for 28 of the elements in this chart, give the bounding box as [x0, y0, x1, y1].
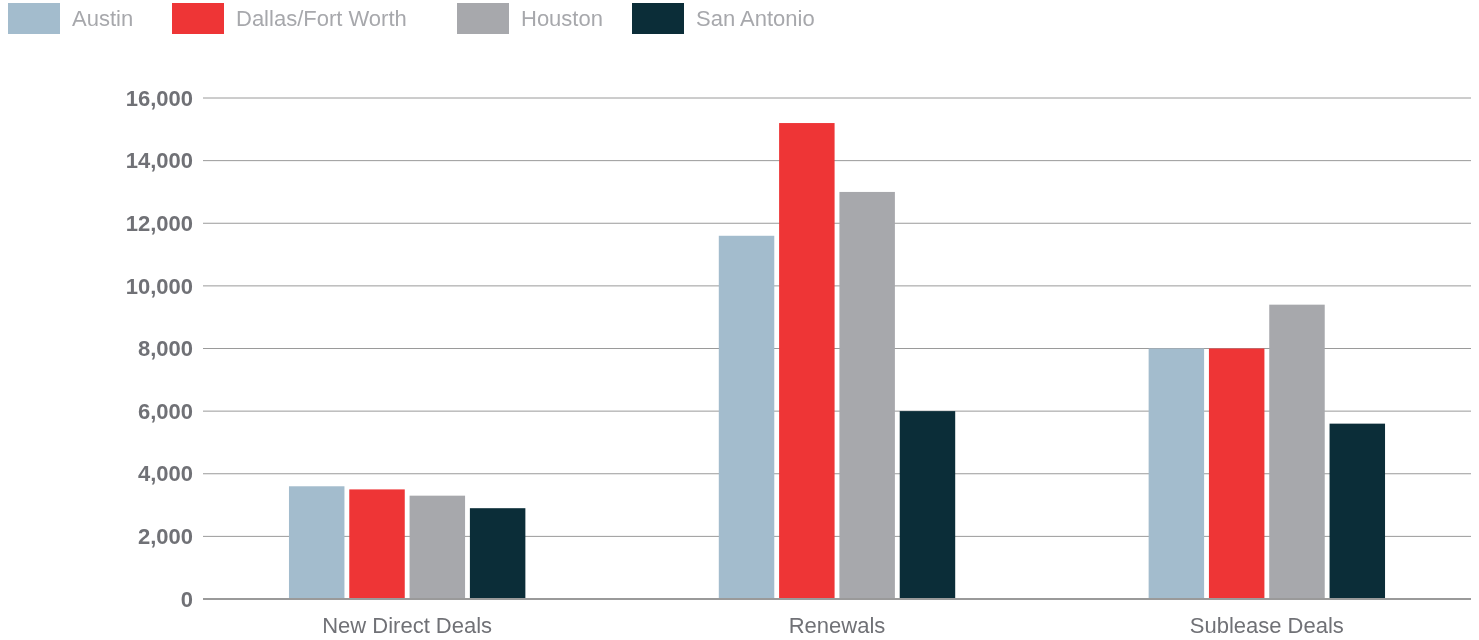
x-tick-label: Renewals: [788, 613, 886, 638]
bar: [1269, 304, 1325, 599]
x-tick-label: Sublease Deals: [1189, 613, 1344, 638]
y-tick-label: 0: [180, 586, 193, 612]
y-tick-label: 10,000: [125, 273, 193, 299]
bar: [1148, 348, 1205, 599]
legend-label: Houston: [521, 6, 603, 31]
bar: [839, 191, 895, 599]
y-tick-label: 12,000: [125, 210, 193, 236]
x-tick-label: New Direct Deals: [322, 613, 493, 638]
y-tick-label: 14,000: [125, 148, 193, 174]
bar: [779, 123, 835, 599]
bar: [409, 495, 466, 599]
legend-label: Austin: [72, 6, 134, 31]
bar: [899, 411, 956, 599]
y-tick-label: 4,000: [137, 461, 193, 487]
y-tick-label: 2,000: [137, 524, 193, 550]
bar: [469, 508, 526, 599]
legend-label: Dallas/Fort Worth: [236, 6, 407, 31]
legend-label: San Antonio: [696, 6, 815, 31]
bar: [1329, 423, 1386, 599]
y-tick-label: 8,000: [137, 336, 193, 362]
bar: [349, 489, 405, 599]
bar: [1208, 348, 1265, 599]
y-tick-label: 6,000: [137, 398, 193, 424]
bar: [288, 486, 345, 599]
bar: [718, 235, 775, 599]
y-tick-label: 16,000: [125, 85, 193, 111]
